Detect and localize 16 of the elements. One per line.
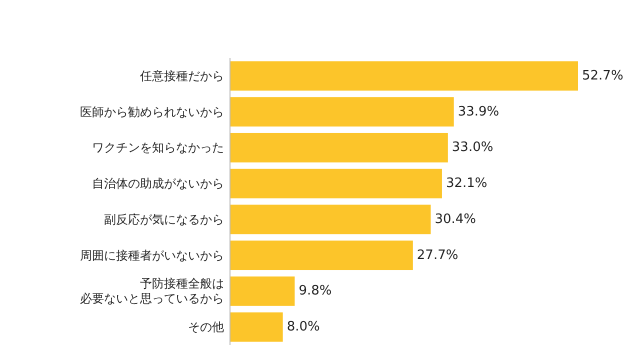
y-tick-label: ワクチンを知らなかった	[92, 140, 224, 155]
y-tick-label: 任意接種だから	[139, 68, 224, 83]
data-label: 27.7%	[416, 248, 458, 263]
y-tick-label: その他	[188, 320, 224, 334]
data-label: 8.0%	[286, 320, 320, 335]
data-label: 9.8%	[298, 284, 332, 299]
data-label: 32.1%	[446, 176, 488, 192]
y-tick-label: 自治体の助成がないから	[92, 176, 224, 191]
data-label: 33.9%	[458, 104, 500, 120]
y-tick-label: 予防接種全般は必要ないと思っているから	[80, 276, 224, 306]
y-tick-label: 周囲に接種者がいないから	[80, 248, 224, 262]
data-label: 52.7%	[582, 68, 624, 84]
data-label: 33.0%	[452, 140, 494, 156]
y-tick-label: 副反応が気になるから	[104, 212, 224, 226]
y-tick-label: 医師から勧められないから	[80, 104, 224, 119]
data-label: 30.4%	[434, 212, 476, 227]
